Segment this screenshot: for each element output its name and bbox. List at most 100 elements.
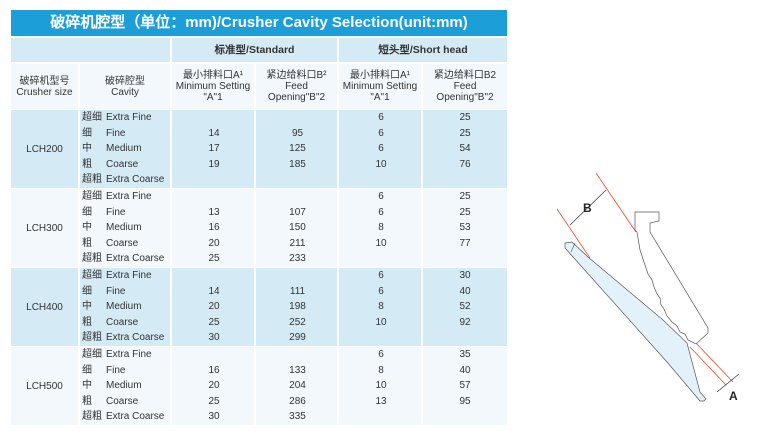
cavity-zh: 细: [82, 364, 92, 376]
cavity-zh: 细: [82, 285, 92, 297]
block-column-bg: [80, 347, 170, 425]
cavity-label: 细 Fine: [82, 284, 125, 300]
column-header-cavity: 破碎腔型 Cavity: [80, 64, 170, 109]
column-header-line: Minimum Setting: [342, 81, 418, 92]
block-column-bg: [339, 268, 421, 346]
sh-min-setting: 8: [378, 364, 384, 376]
cavity-zh: 粗: [82, 316, 92, 328]
cavity-zh: 超粗: [82, 332, 102, 343]
crusher-size: LCH300: [26, 222, 63, 234]
column-header-sh_b: 紧边给料口B2 Feed Opening"B"2: [423, 64, 507, 109]
column-header-line: "A"1: [370, 92, 390, 103]
cavity-en: Coarse: [106, 316, 139, 328]
group-standard-label: 标准型/Standard: [214, 43, 295, 56]
label-a: A: [729, 389, 738, 403]
column-header-line: 紧边给料口B²: [266, 70, 327, 81]
cavity-zh: 中: [82, 143, 92, 154]
column-header-line: 破碎机型号: [19, 75, 70, 87]
std-min-setting: 16: [208, 364, 220, 376]
std-feed-opening: [256, 172, 339, 188]
block-column-bg: [423, 110, 507, 188]
b-line-left: [556, 208, 591, 259]
std-feed-opening: [256, 110, 339, 126]
sh-min-setting: 6: [378, 143, 384, 154]
cavity-en: Extra Coarse: [106, 332, 165, 343]
cavity-zh: 中: [82, 380, 92, 391]
std-feed-opening: 233: [289, 253, 306, 264]
column-header-line: 紧边给料口B2: [433, 70, 497, 81]
cavity-en: Fine: [106, 206, 126, 218]
std-min-setting: 14: [208, 127, 220, 139]
cavity-zh: 粗: [82, 158, 92, 170]
sh-min-setting: 6: [378, 349, 384, 360]
cavity-zh: 超粗: [82, 174, 102, 185]
block-column-bg: [339, 189, 421, 267]
sh-feed-opening: 40: [459, 285, 471, 297]
std-feed-opening: 335: [289, 411, 306, 422]
sh-min-setting: 13: [375, 395, 387, 407]
sh-min-setting: [339, 251, 423, 267]
block-column-bg: [256, 189, 337, 267]
block-column-bg: [80, 268, 170, 346]
sh-feed-opening: 25: [459, 206, 471, 218]
sh-min-setting: 8: [378, 222, 384, 233]
sh-feed-opening: 54: [459, 143, 471, 154]
block-column-bg: [172, 268, 254, 346]
cavity-zh: 中: [82, 222, 92, 233]
block-column-bg: [172, 347, 254, 425]
cavity-label: 超粗 Extra Coarse: [82, 409, 164, 425]
crusher-size-cell: LCH500: [11, 347, 78, 425]
crusher-size: LCH200: [26, 143, 63, 155]
crusher-size-cell: LCH300: [11, 189, 78, 267]
cavity-en: Fine: [106, 127, 126, 139]
std-feed-opening: 133: [289, 364, 306, 376]
cavity-en: Extra Fine: [106, 112, 152, 123]
sh-min-setting: 6: [378, 112, 384, 123]
label-b: B: [583, 201, 592, 215]
cavity-label: 细 Fine: [82, 363, 125, 379]
block-column-bg: [80, 110, 170, 188]
sh-min-setting: 8: [378, 301, 384, 312]
std-min-setting: 20: [208, 301, 220, 312]
column-header-line: 最小排料口A¹: [183, 70, 243, 81]
cavity-en: Coarse: [106, 395, 139, 407]
block-column-bg: [256, 347, 337, 425]
crusher-cavity-diagram: B A: [556, 172, 740, 403]
cavity-en: Fine: [106, 364, 126, 376]
cavity-label: 超粗 Extra Coarse: [82, 251, 164, 267]
sh-feed-opening: 92: [459, 316, 471, 328]
cavity-zh: 粗: [82, 237, 92, 249]
block-column-bg: [172, 189, 254, 267]
cavity-label: 超细 Extra Fine: [82, 110, 152, 126]
sh-min-setting: 6: [378, 270, 384, 281]
std-feed-opening: [256, 268, 339, 284]
std-min-setting: [172, 347, 256, 363]
std-min-setting: 30: [208, 332, 220, 343]
std-feed-opening: [256, 347, 339, 363]
cavity-label: 中 Medium: [82, 299, 142, 315]
column-header-line: Feed: [285, 81, 308, 92]
table-title: 破碎机腔型（单位：mm)/Crusher Cavity Selection(un…: [11, 10, 507, 36]
fixed-jaw: [564, 241, 707, 402]
a-line-right: [694, 341, 734, 383]
column-header-line: Minimum Setting: [175, 81, 251, 92]
cavity-en: Medium: [106, 143, 142, 154]
cavity-en: Medium: [106, 380, 142, 391]
crusher-size-cell: LCH400: [11, 268, 78, 346]
cavity-label: 粗 Coarse: [82, 315, 138, 331]
group-short-head-label: 短头型/Short head: [378, 43, 468, 56]
std-feed-opening: 150: [289, 222, 306, 233]
block-column-bg: [80, 189, 170, 267]
block-column-bg: [339, 347, 421, 425]
cavity-label: 中 Medium: [82, 141, 142, 157]
std-min-setting: 14: [208, 285, 220, 297]
std-min-setting: 19: [208, 158, 220, 170]
sh-min-setting: [339, 172, 423, 188]
sh-min-setting: [339, 330, 423, 346]
sh-feed-opening: 53: [459, 222, 471, 233]
b-arrow: [569, 189, 607, 226]
column-header-size: 破碎机型号 Crusher size: [11, 64, 78, 109]
std-min-setting: [172, 268, 256, 284]
cavity-zh: 超细: [82, 349, 102, 360]
cavity-label: 中 Medium: [82, 378, 142, 394]
